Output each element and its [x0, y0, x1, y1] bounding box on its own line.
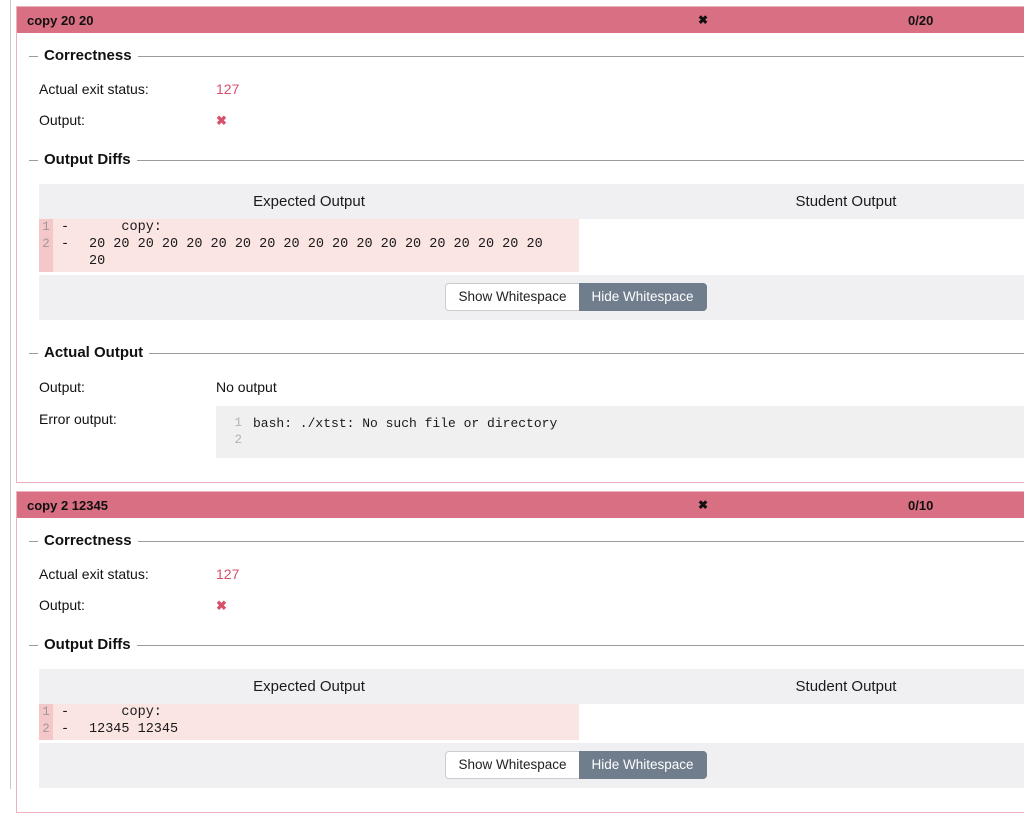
actual-output-legend: Actual Output [29, 344, 1024, 362]
test-failed-x-icon: ✖ [698, 498, 709, 512]
whitespace-toggle-row: Show Whitespace Hide Whitespace [39, 743, 1024, 788]
error-output-code-block: 1 bash: ./xtst: No such file or director… [216, 406, 1024, 458]
diff-table: Expected Output Student Output 1 - copy:… [39, 184, 1024, 320]
diff-removed-marker: - [61, 705, 70, 720]
output-failed-x-icon: ✖ [216, 598, 227, 613]
hide-whitespace-button[interactable]: Hide Whitespace [578, 751, 707, 779]
diff-line-text: copy: [89, 705, 162, 720]
exit-status-value: 127 [216, 81, 240, 97]
code-line-number: 1 [234, 416, 242, 430]
test-failed-x-icon: ✖ [698, 13, 709, 27]
actual-output-label: Output: [39, 379, 85, 395]
diff-table-body: 1 - copy: 2 - 12345 12345 [39, 704, 1024, 740]
output-failed-x-icon: ✖ [216, 113, 227, 128]
diff-table: Expected Output Student Output 1 - copy:… [39, 669, 1024, 788]
test-header[interactable]: copy 2 12345 ✖ 0/10 [17, 492, 1024, 518]
diff-removed-marker: - [61, 220, 70, 235]
actual-output-value: No output [216, 379, 277, 395]
output-status-row: Output: ✖ [39, 112, 1024, 129]
output-diffs-legend: Output Diffs [29, 636, 1024, 654]
diff-line-number: 2 [42, 237, 50, 251]
test-results-list: copy 20 20 ✖ 0/20 Correctness Actual exi… [16, 6, 1024, 821]
show-whitespace-button[interactable]: Show Whitespace [445, 751, 580, 779]
show-whitespace-button[interactable]: Show Whitespace [445, 283, 580, 311]
whitespace-toggle-row: Show Whitespace Hide Whitespace [39, 275, 1024, 320]
exit-status-label: Actual exit status: [39, 81, 149, 97]
actual-output-row: Output: No output [39, 379, 1024, 396]
diff-table-header: Expected Output Student Output [39, 669, 1024, 704]
test-panel-copy-20-20: copy 20 20 ✖ 0/20 Correctness Actual exi… [16, 6, 1024, 483]
output-diffs-legend: Output Diffs [29, 151, 1024, 169]
diff-removed-marker: - [61, 237, 70, 252]
correctness-legend: Correctness [29, 532, 1024, 550]
exit-status-label: Actual exit status: [39, 566, 149, 582]
expected-output-column: 1 - copy: 2 - 20 20 20 20 20 20 20 20 20… [39, 219, 579, 272]
code-line-number: 2 [234, 433, 242, 447]
test-score: 0/10 [908, 497, 934, 513]
output-status-label: Output: [39, 597, 85, 613]
output-status-row: Output: ✖ [39, 597, 1024, 614]
diff-line-number: 2 [42, 722, 50, 736]
exit-status-row: Actual exit status: 127 [39, 566, 1024, 583]
diff-line: 1 - copy: [39, 704, 579, 721]
student-output-header: Student Output [795, 678, 897, 695]
expected-output-column: 1 - copy: 2 - 12345 12345 [39, 704, 579, 740]
code-line: 2 [228, 432, 1024, 449]
student-output-header: Student Output [795, 193, 897, 210]
code-line-text: bash: ./xtst: No such file or directory [253, 416, 558, 431]
code-line: 1 bash: ./xtst: No such file or director… [228, 415, 1024, 432]
student-output-column [579, 219, 1024, 272]
diff-removed-marker: - [61, 722, 70, 737]
test-panel-copy-2-12345: copy 2 12345 ✖ 0/10 Correctness Actual e… [16, 491, 1024, 813]
diff-line: 1 - copy: [39, 219, 579, 236]
test-title: copy 20 20 [27, 12, 94, 28]
test-title: copy 2 12345 [27, 497, 108, 513]
diff-line-number: 1 [42, 705, 50, 719]
error-output-label: Error output: [39, 411, 117, 427]
diff-table-body: 1 - copy: 2 - 20 20 20 20 20 20 20 20 20… [39, 219, 1024, 272]
diff-line-number: 1 [42, 220, 50, 234]
diff-line: 2 - 12345 12345 [39, 721, 579, 738]
test-score: 0/20 [908, 12, 934, 28]
expected-output-header: Expected Output [253, 193, 365, 210]
diff-line-text: 12345 12345 [89, 722, 179, 737]
diff-table-header: Expected Output Student Output [39, 184, 1024, 219]
diff-line-text: 20 20 20 20 20 20 20 20 20 20 20 20 20 2… [89, 237, 551, 269]
expected-output-header: Expected Output [253, 678, 365, 695]
test-header[interactable]: copy 20 20 ✖ 0/20 [17, 7, 1024, 33]
hide-whitespace-button[interactable]: Hide Whitespace [578, 283, 707, 311]
exit-status-value: 127 [216, 566, 240, 582]
output-status-label: Output: [39, 112, 85, 128]
diff-line-text: copy: [89, 220, 162, 235]
page-left-divider [10, 0, 11, 789]
student-output-column [579, 704, 1024, 740]
diff-line: 2 - 20 20 20 20 20 20 20 20 20 20 20 20 … [39, 236, 579, 270]
error-output-row: Error output: 1 bash: ./xtst: No such fi… [39, 406, 1024, 458]
test-panel-body: Correctness Actual exit status: 127 Outp… [17, 532, 1024, 812]
correctness-legend: Correctness [29, 47, 1024, 65]
test-panel-body: Correctness Actual exit status: 127 Outp… [17, 47, 1024, 482]
exit-status-row: Actual exit status: 127 [39, 81, 1024, 98]
